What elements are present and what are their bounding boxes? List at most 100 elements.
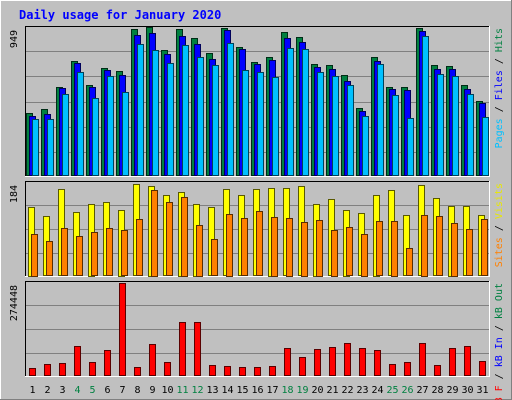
bar-kbytes-kb-f-day-13 [209, 365, 216, 376]
bar-kbytes-kb-f-day-6 [104, 350, 111, 376]
bar-sites-sites-day-25 [391, 221, 398, 277]
day-label-21: 21 [326, 385, 338, 396]
bar-kbytes-kb-f-day-7 [119, 283, 126, 376]
bar-hits-pages-day-6 [107, 76, 114, 176]
bar-hits-pages-day-5 [92, 98, 99, 176]
bar-sites-sites-day-1 [31, 234, 38, 277]
bar-sites-sites-day-12 [196, 225, 203, 277]
bar-kbytes-kb-f-day-30 [464, 346, 471, 376]
bar-kbytes-kb-f-day-16 [254, 367, 261, 376]
panel-hits-max-label: 949 [9, 30, 20, 48]
legend-part: Visits [494, 183, 505, 219]
bar-sites-sites-day-16 [256, 211, 263, 276]
legend-part: / [494, 367, 505, 385]
bar-sites-sites-day-22 [346, 227, 353, 276]
day-label-24: 24 [371, 385, 383, 396]
bar-kbytes-kb-f-day-31 [479, 361, 486, 376]
day-label-19: 19 [296, 385, 308, 396]
bar-hits-pages-day-26 [407, 118, 414, 176]
bar-kbytes-kb-f-day-25 [389, 364, 396, 376]
day-label-16: 16 [251, 385, 263, 396]
panel-hits: 949 Pages / Files / Hits [9, 26, 505, 177]
bar-kbytes-kb-f-day-22 [344, 343, 351, 376]
bar-kbytes-kb-f-day-18 [284, 348, 291, 376]
day-label-9: 9 [149, 385, 155, 396]
bar-kbytes-kb-f-day-21 [329, 347, 336, 376]
bar-kbytes-kb-f-day-29 [449, 348, 456, 376]
legend-part: Pages [494, 118, 505, 148]
bar-hits-pages-day-18 [287, 48, 294, 176]
bar-hits-pages-day-13 [212, 65, 219, 176]
bar-hits-pages-day-11 [182, 45, 189, 176]
day-label-14: 14 [221, 385, 233, 396]
bar-kbytes-kb-f-day-19 [299, 357, 306, 376]
bar-sites-sites-day-30 [466, 229, 473, 276]
panel-kbytes-max-label: 274448 [9, 285, 20, 321]
bar-hits-pages-day-25 [392, 95, 399, 176]
bar-sites-sites-day-3 [61, 228, 68, 276]
bar-kbytes-kb-f-day-24 [374, 350, 381, 376]
day-label-23: 23 [356, 385, 368, 396]
bar-sites-sites-day-15 [241, 218, 248, 276]
bar-sites-sites-day-2 [46, 241, 53, 276]
bar-hits-pages-day-10 [167, 63, 174, 176]
bar-hits-pages-day-14 [227, 43, 234, 176]
bar-kbytes-kb-f-day-23 [359, 348, 366, 376]
legend-part: Hits [494, 28, 505, 52]
bar-kbytes-kb-f-day-1 [29, 368, 36, 376]
bar-kbytes-kb-f-day-12 [194, 322, 201, 376]
bar-sites-sites-day-27 [421, 215, 428, 277]
bar-hits-pages-day-28 [437, 74, 444, 176]
bar-kbytes-kb-f-day-4 [74, 346, 81, 376]
panel-kbytes-legend-label: kB F / kB In / kB Out [494, 283, 505, 400]
day-label-10: 10 [161, 385, 173, 396]
bar-sites-sites-day-18 [286, 218, 293, 277]
day-label-27: 27 [416, 385, 428, 396]
bar-kbytes-kb-f-day-3 [59, 363, 66, 376]
bar-hits-pages-day-30 [467, 94, 474, 176]
day-label-12: 12 [191, 385, 203, 396]
bar-hits-pages-day-8 [137, 44, 144, 176]
legend-part: kB F [494, 385, 505, 400]
bar-sites-sites-day-21 [331, 230, 338, 277]
bar-sites-sites-day-10 [166, 202, 173, 276]
legend-part: kB Out [494, 283, 505, 319]
legend-part: Sites [494, 237, 505, 267]
bar-sites-sites-day-6 [106, 228, 113, 276]
bar-kbytes-kb-f-day-2 [44, 364, 51, 376]
bar-sites-sites-day-5 [91, 232, 98, 276]
day-label-29: 29 [446, 385, 458, 396]
legend-part: kB In [494, 337, 505, 367]
day-label-7: 7 [119, 385, 125, 396]
bar-hits-pages-day-2 [47, 119, 54, 176]
day-label-5: 5 [89, 385, 95, 396]
legend-part: / [494, 319, 505, 337]
bar-sites-sites-day-29 [451, 223, 458, 277]
bar-sites-sites-day-14 [226, 214, 233, 277]
bar-kbytes-kb-f-day-28 [434, 365, 441, 376]
bar-hits-pages-day-16 [257, 72, 264, 176]
bar-hits-pages-day-17 [272, 77, 279, 176]
bar-sites-sites-day-17 [271, 217, 278, 277]
legend-part: / [494, 219, 505, 237]
day-label-26: 26 [401, 385, 413, 396]
bar-kbytes-kb-f-day-26 [404, 362, 411, 376]
legend-part: Files [494, 70, 505, 100]
day-label-13: 13 [206, 385, 218, 396]
day-label-1: 1 [29, 385, 35, 396]
day-label-30: 30 [461, 385, 473, 396]
day-label-17: 17 [266, 385, 278, 396]
bar-kbytes-kb-f-day-10 [164, 362, 171, 376]
bar-hits-pages-day-1 [32, 119, 39, 176]
bar-kbytes-kb-f-day-9 [149, 344, 156, 376]
chart-title: Daily usage for January 2020 [19, 8, 221, 22]
bar-hits-pages-day-3 [62, 94, 69, 176]
bar-sites-sites-day-7 [121, 230, 128, 276]
panel-hits-legend-label: Pages / Files / Hits [494, 28, 505, 148]
legend-part: / [494, 52, 505, 70]
bar-sites-sites-day-26 [406, 248, 413, 276]
day-label-6: 6 [104, 385, 110, 396]
panel-sites-legend-label: Sites / Visits [494, 183, 505, 267]
